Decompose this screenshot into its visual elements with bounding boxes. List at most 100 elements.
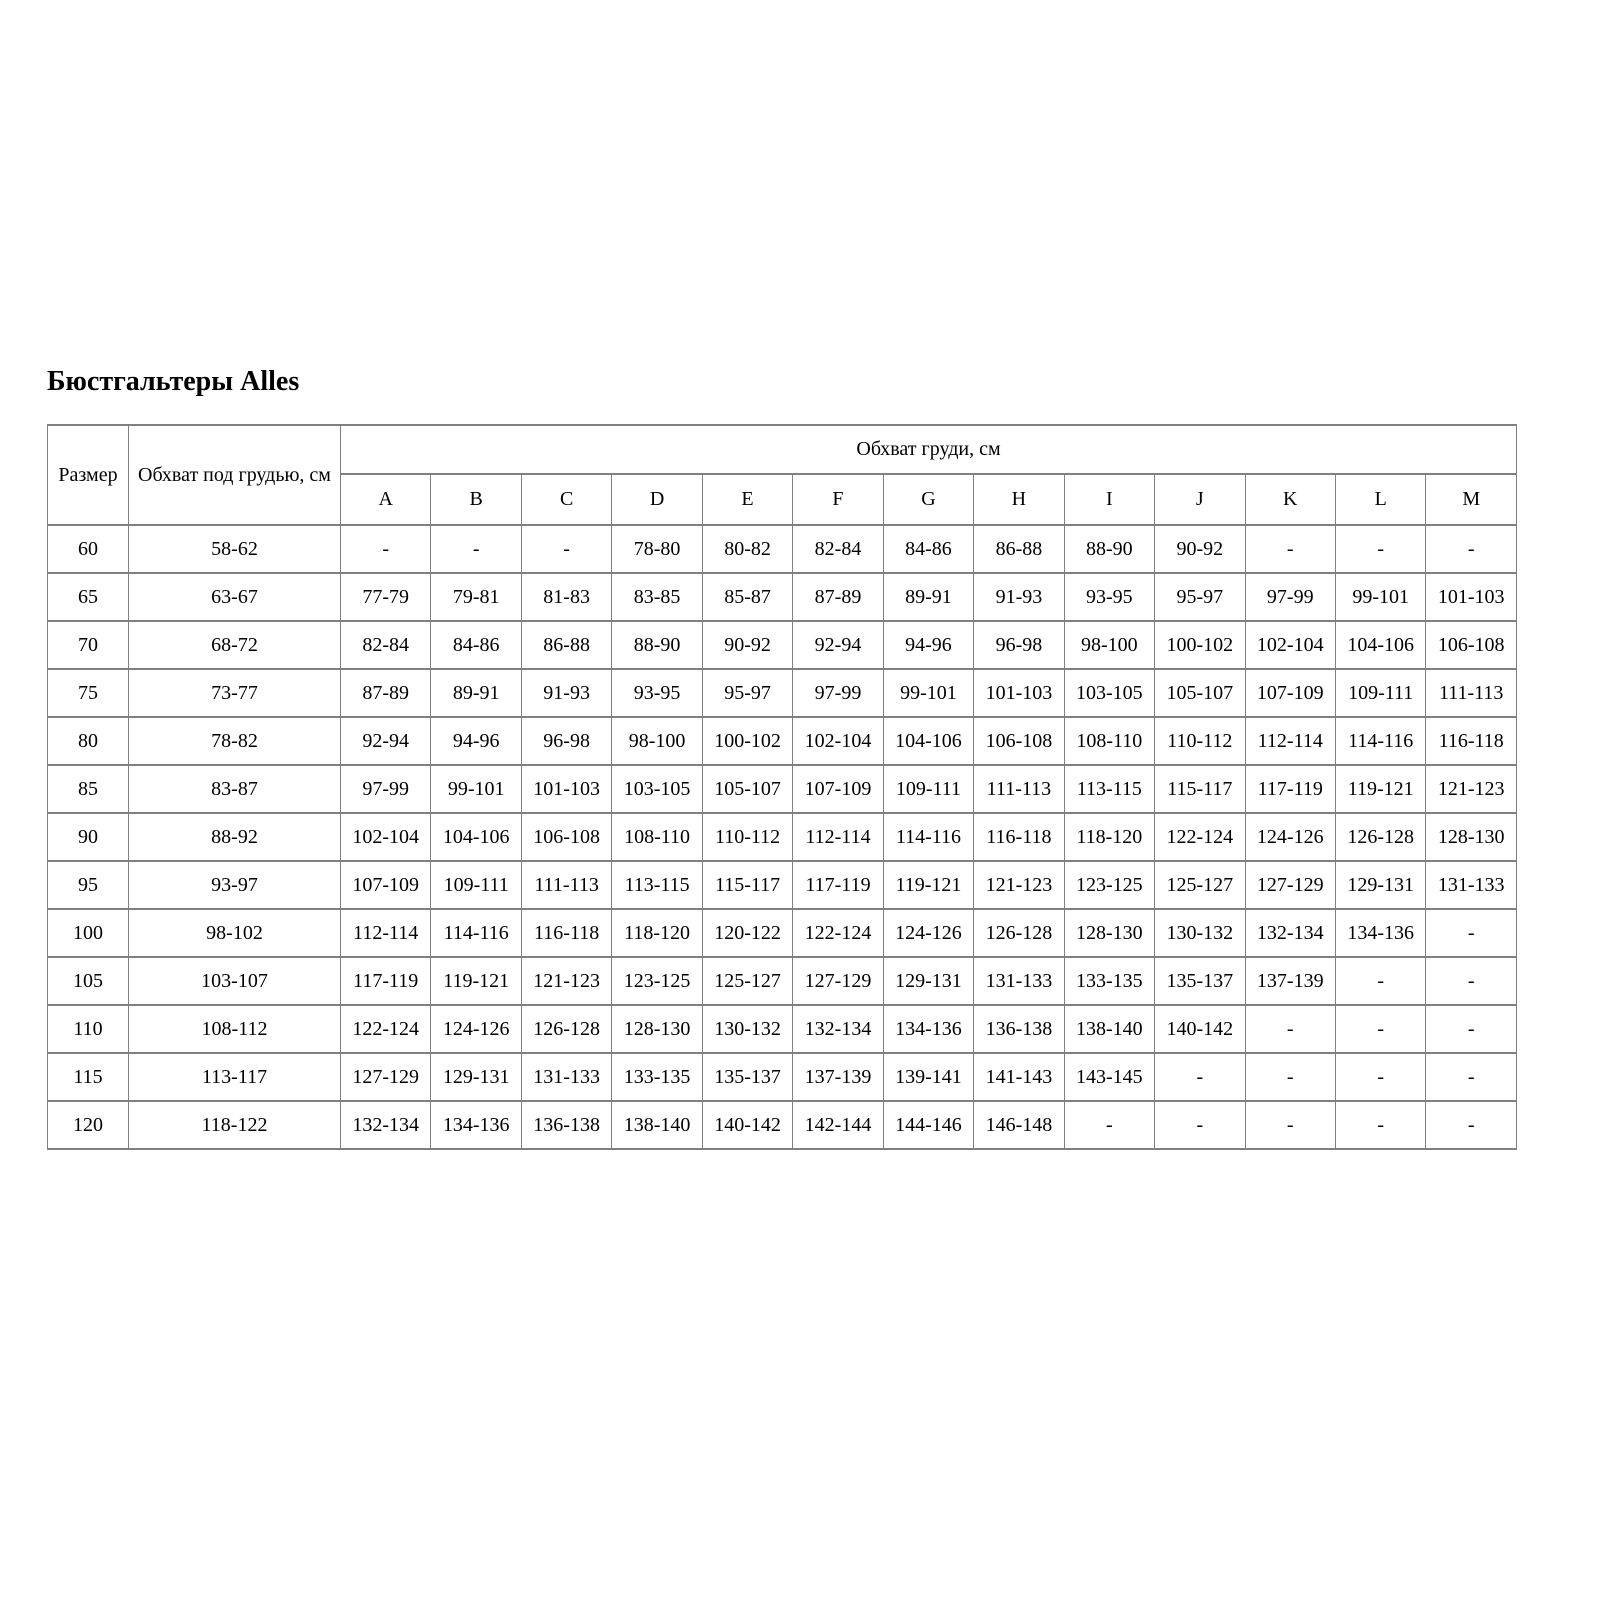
bust-range-cell: 109-111 [430, 860, 522, 910]
bust-range-cell: - [1425, 1004, 1517, 1054]
bust-range-cell: 106-108 [973, 716, 1065, 766]
bust-range-cell: 126-128 [520, 1004, 613, 1054]
bust-range-cell: 97-99 [792, 668, 884, 718]
table-row: 70 68-72 82-84 84-86 86-88 88-90 90-92 92-94 94-… [47, 620, 1517, 670]
bust-range-cell: 110-112 [701, 812, 794, 862]
header-size: Размер [47, 424, 129, 526]
size-cell: 80 [47, 716, 129, 766]
bust-range-cell: 111-113 [973, 764, 1065, 814]
bust-range-cell: 124-126 [882, 908, 975, 958]
underbust-cell: 83-87 [128, 764, 341, 814]
size-cell: 110 [47, 1004, 129, 1054]
bust-range-cell: - [1154, 1100, 1246, 1150]
bust-range-cell: 114-116 [430, 908, 522, 958]
bust-range-cell: 140-142 [1154, 1004, 1246, 1054]
bust-range-cell: 103-105 [1063, 668, 1156, 718]
bust-range-cell: 86-88 [520, 620, 613, 670]
bust-range-cell: 97-99 [339, 764, 432, 814]
bust-range-cell: - [1334, 524, 1427, 574]
bust-range-cell: 98-100 [611, 716, 703, 766]
header-cup-D: D [611, 473, 703, 526]
bust-range-cell: 106-108 [520, 812, 613, 862]
bust-range-cell: 122-124 [1154, 812, 1246, 862]
table-row: 80 78-82 92-94 94-96 96-98 98-100 100-102 102-1… [47, 716, 1517, 766]
table-row: 95 93-97 107-109 109-111 111-113 113-115 115-1… [47, 860, 1517, 910]
header-bust-group: Обхват груди, см [340, 424, 1517, 475]
bust-range-cell: 113-115 [611, 860, 703, 910]
header-cup-C: C [520, 473, 613, 526]
bust-range-cell: 114-116 [1334, 716, 1427, 766]
bust-range-cell: 102-104 [792, 716, 884, 766]
bust-range-cell: 87-89 [792, 572, 884, 622]
bust-range-cell: 96-98 [520, 716, 613, 766]
bust-range-cell: 93-95 [1063, 572, 1156, 622]
bust-range-cell: 92-94 [339, 716, 432, 766]
bust-range-cell: 109-111 [882, 764, 975, 814]
bust-range-cell: 126-128 [1334, 812, 1427, 862]
bust-range-cell: 129-131 [1334, 860, 1427, 910]
header-underbust: Обхват под грудью, см [128, 424, 341, 526]
size-cell: 60 [47, 524, 129, 574]
bust-range-cell: 127-129 [792, 956, 884, 1006]
bust-range-cell: 117-119 [1244, 764, 1336, 814]
size-cell: 85 [47, 764, 129, 814]
bust-range-cell: 89-91 [882, 572, 975, 622]
underbust-cell: 78-82 [128, 716, 341, 766]
bust-range-cell: - [520, 524, 613, 574]
bust-range-cell: 99-101 [1334, 572, 1427, 622]
bust-range-cell: 85-87 [701, 572, 794, 622]
bust-range-cell: 84-86 [882, 524, 975, 574]
underbust-cell: 118-122 [128, 1100, 341, 1150]
table-row: 120 118-122 132-134 134-136 136-138 138-140 14… [47, 1100, 1517, 1150]
bust-range-cell: 130-132 [1154, 908, 1246, 958]
bust-range-cell: - [1154, 1052, 1246, 1102]
bust-range-cell: - [430, 524, 522, 574]
bust-range-cell: 136-138 [973, 1004, 1065, 1054]
bust-range-cell: 114-116 [882, 812, 975, 862]
underbust-cell: 68-72 [128, 620, 341, 670]
bust-range-cell: 118-120 [1063, 812, 1156, 862]
bust-range-cell: 102-104 [1244, 620, 1336, 670]
page-title: Бюстгальтеры Alles [47, 366, 300, 397]
bust-range-cell: 105-107 [1154, 668, 1246, 718]
bust-range-cell: 98-100 [1063, 620, 1156, 670]
bust-range-cell: 88-90 [611, 620, 703, 670]
bust-range-cell: 143-145 [1063, 1052, 1156, 1102]
size-cell: 95 [47, 860, 129, 910]
bust-range-cell: 104-106 [882, 716, 975, 766]
bust-range-cell: 124-126 [1244, 812, 1336, 862]
bust-range-cell: 96-98 [973, 620, 1065, 670]
bust-range-cell: 104-106 [1334, 620, 1427, 670]
bust-range-cell: 90-92 [701, 620, 794, 670]
table-row: 65 63-67 77-79 79-81 81-83 83-85 85-87 87-89 89-… [47, 572, 1517, 622]
bust-range-cell: 78-80 [611, 524, 703, 574]
bust-range-cell: 132-134 [339, 1100, 432, 1150]
bust-range-cell: 128-130 [1063, 908, 1156, 958]
bust-range-cell: 79-81 [430, 572, 522, 622]
bust-range-cell: 118-120 [611, 908, 703, 958]
bust-range-cell: 94-96 [882, 620, 975, 670]
bust-range-cell: 112-114 [339, 908, 432, 958]
bust-range-cell: 116-118 [520, 908, 613, 958]
bust-range-cell: 90-92 [1154, 524, 1246, 574]
bust-range-cell: 134-136 [430, 1100, 522, 1150]
bust-range-cell: 131-133 [1425, 860, 1517, 910]
header-cup-M: M [1425, 473, 1517, 526]
bust-range-cell: 117-119 [339, 956, 432, 1006]
bust-range-cell: 113-115 [1063, 764, 1156, 814]
bust-range-cell: 132-134 [792, 1004, 884, 1054]
bust-range-cell: 136-138 [520, 1100, 613, 1150]
bust-range-cell: 115-117 [701, 860, 794, 910]
bust-range-cell: 146-148 [973, 1100, 1065, 1150]
bust-range-cell: 110-112 [1154, 716, 1246, 766]
underbust-cell: 73-77 [128, 668, 341, 718]
bust-range-cell: 116-118 [973, 812, 1065, 862]
header-cup-H: H [973, 473, 1065, 526]
bust-range-cell: 101-103 [1425, 572, 1517, 622]
bust-range-cell: 130-132 [701, 1004, 794, 1054]
header-cup-B: B [430, 473, 522, 526]
bust-range-cell: 109-111 [1334, 668, 1427, 718]
bust-range-cell: 95-97 [1154, 572, 1246, 622]
table-row: 75 73-77 87-89 89-91 91-93 93-95 95-97 97-99 99-… [47, 668, 1517, 718]
table-row: 90 88-92 102-104 104-106 106-108 108-110 110-1… [47, 812, 1517, 862]
